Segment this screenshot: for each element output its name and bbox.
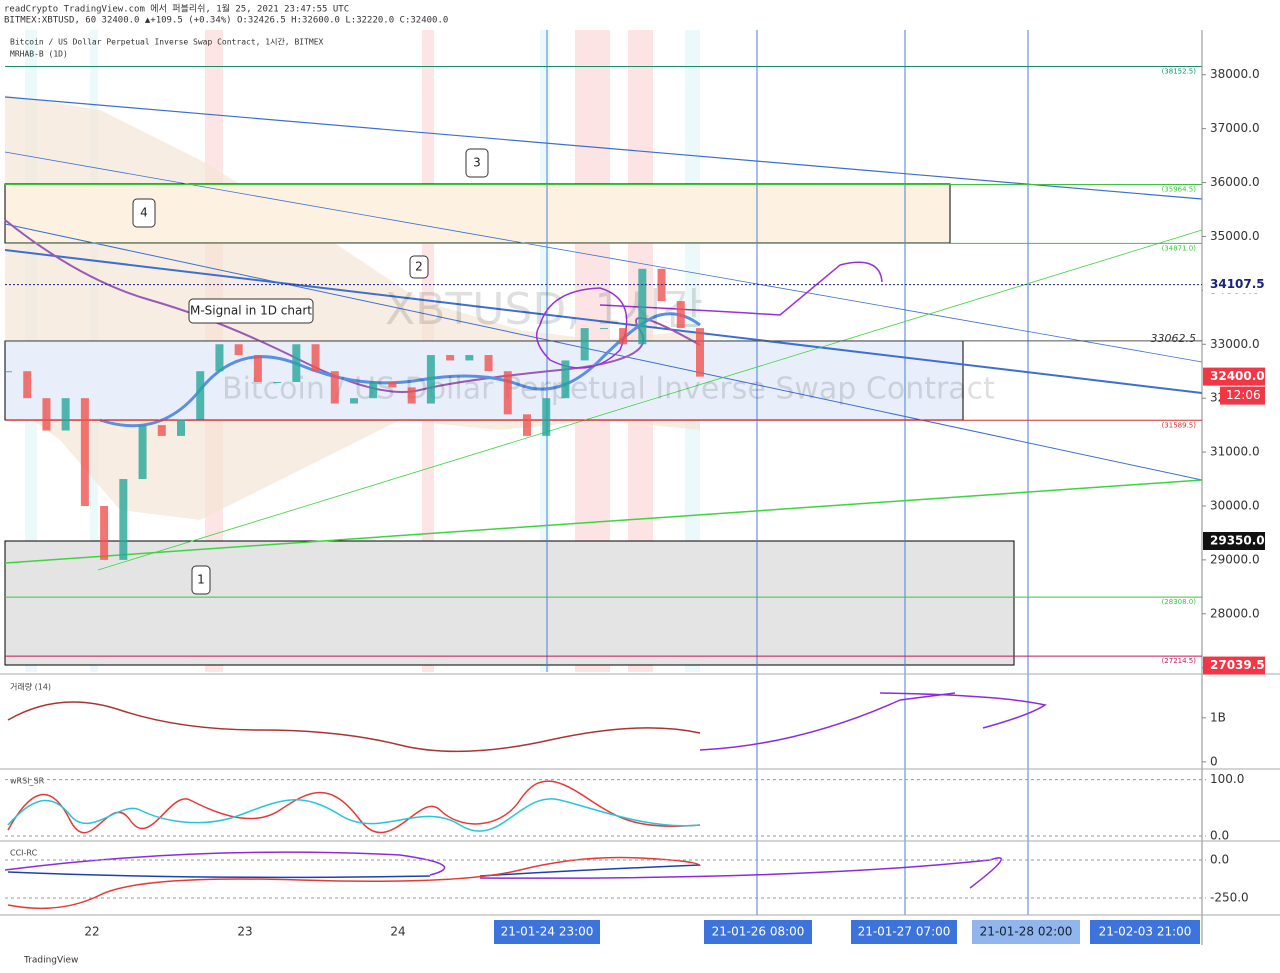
- y-tick-label: 36000.0: [1210, 175, 1260, 189]
- candle: [427, 355, 435, 404]
- time-label: 21-01-27 07:00: [858, 925, 951, 939]
- level-label: (27214.5): [1162, 657, 1197, 665]
- level-label: (31589.5): [1162, 421, 1197, 429]
- y-tick-label: -250.0: [1210, 890, 1249, 904]
- candle: [696, 328, 704, 377]
- time-label: 21-02-03 21:00: [1099, 925, 1192, 939]
- price-label: 32400.0: [1210, 369, 1265, 383]
- candle: [292, 344, 300, 382]
- candle: [139, 425, 147, 479]
- candle: [485, 355, 493, 371]
- countdown: 12:06: [1226, 388, 1261, 402]
- pane-title: 거래량 (14): [10, 682, 51, 692]
- time-label: 21-01-26 08:00: [712, 925, 805, 939]
- candle: [446, 355, 454, 360]
- candle: [312, 344, 320, 371]
- y-tick-label: 28000.0: [1210, 606, 1260, 620]
- candle: [23, 371, 31, 398]
- candle: [561, 360, 569, 398]
- candle: [331, 371, 339, 403]
- header-line: BITMEX:XBTUSD, 60 32400.0 ▲+109.5 (+0.34…: [4, 16, 448, 26]
- candle: [62, 398, 70, 430]
- y-tick-label: 38000.0: [1210, 67, 1260, 81]
- level-label: (28308.0): [1162, 598, 1197, 606]
- candle: [119, 479, 127, 560]
- candle: [638, 269, 646, 344]
- y-tick-label: 0.0: [1210, 829, 1229, 843]
- x-tick-label: 23: [237, 925, 252, 939]
- candle: [600, 328, 608, 329]
- candle: [369, 382, 377, 398]
- candle: [177, 420, 185, 436]
- y-tick-label: 37000.0: [1210, 121, 1260, 135]
- x-tick-label: 22: [84, 925, 99, 939]
- candle: [350, 398, 358, 403]
- candle: [388, 382, 396, 387]
- candle: [81, 398, 89, 506]
- footer: [0, 945, 1280, 973]
- y-tick-label: 30000.0: [1210, 498, 1260, 512]
- y-tick-label: 1B: [1210, 710, 1226, 724]
- footer-text: TradingView: [23, 956, 78, 966]
- candle: [677, 301, 685, 328]
- y-tick-label: 0.0: [1210, 852, 1229, 866]
- y-tick-label: 0: [1210, 754, 1218, 768]
- y-tick-label: 29000.0: [1210, 552, 1260, 566]
- callout-text: M-Signal in 1D chart: [190, 304, 312, 318]
- pane-title: CCI-RC: [10, 849, 38, 858]
- time-label: 21-01-28 02:00: [980, 925, 1073, 939]
- price-label: 27039.5: [1210, 658, 1265, 672]
- level-label: (34871.0): [1162, 244, 1197, 252]
- callout-text: 2: [415, 260, 423, 274]
- candle: [235, 344, 243, 355]
- candle: [408, 387, 416, 403]
- zone: [5, 541, 1014, 665]
- callout-text: 4: [140, 206, 148, 220]
- y-tick-label: 100.0: [1210, 772, 1244, 786]
- price-label: 34107.5: [1210, 277, 1265, 291]
- pane-title: wRSI_SR: [10, 777, 45, 786]
- y-tick-label: 31000.0: [1210, 445, 1260, 459]
- level-label: (38152.5): [1162, 68, 1197, 76]
- price-label: 29350.0: [1210, 534, 1265, 548]
- candle: [273, 382, 281, 383]
- candle: [523, 414, 531, 436]
- candle: [465, 355, 473, 360]
- callout-text: 3: [473, 156, 481, 170]
- candle: [215, 344, 223, 371]
- y-tick-label: 33000.0: [1210, 337, 1260, 351]
- candle: [42, 398, 50, 430]
- y-tick-label: 35000.0: [1210, 229, 1260, 243]
- level-label: (35964.5): [1162, 185, 1197, 193]
- chart-title: Bitcoin / US Dollar Perpetual Inverse Sw…: [10, 37, 324, 47]
- candle: [4, 371, 12, 372]
- x-tick-label: 24: [390, 925, 405, 939]
- candle: [158, 425, 166, 436]
- header-line: readCrypto TradingView.com 에서 퍼블리쉬, 1월 2…: [4, 3, 349, 15]
- chart-subtitle: MRHAB-B (1D): [10, 50, 68, 59]
- candle: [581, 328, 589, 360]
- chart: readCrypto TradingView.com 에서 퍼블리쉬, 1월 2…: [0, 0, 1280, 973]
- watermark: XBTUSD, 1시간: [385, 284, 703, 335]
- candle: [619, 328, 627, 344]
- candle: [196, 371, 204, 420]
- level-label: 33062.5: [1151, 332, 1197, 345]
- candle: [542, 398, 550, 436]
- time-label: 21-01-24 23:00: [501, 925, 594, 939]
- candle: [100, 506, 108, 560]
- page: readCrypto TradingView.com 에서 퍼블리쉬, 1월 2…: [0, 0, 1280, 973]
- candle: [504, 371, 512, 414]
- callout-text: 1: [197, 573, 205, 587]
- candle: [254, 355, 262, 382]
